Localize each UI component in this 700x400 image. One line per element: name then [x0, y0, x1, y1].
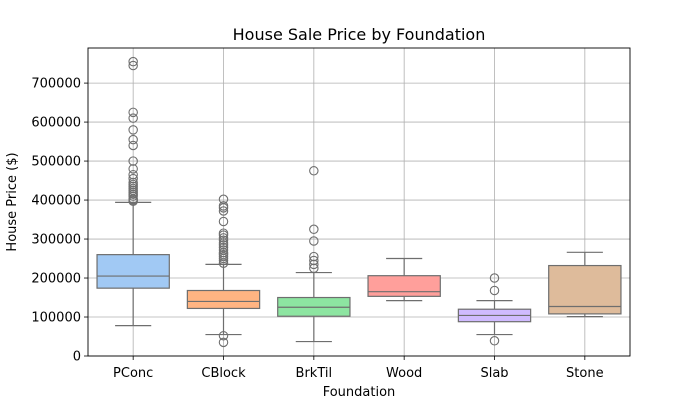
outlier-point	[218, 247, 229, 258]
y-axis-label: House Price ($)	[5, 152, 20, 251]
box-group-brktil	[277, 166, 351, 343]
x-axis-label: Foundation	[323, 385, 396, 400]
outlier-point	[218, 238, 229, 248]
box-group-pconc	[96, 56, 170, 327]
outlier-point	[309, 251, 319, 262]
x-axis-ticks: PConc CBlock BrkTil Wood Slab Stone	[113, 356, 604, 381]
chart-title: House Sale Price by Foundation	[233, 25, 486, 44]
x-tick-label: Stone	[566, 366, 604, 381]
plot-frame	[87, 47, 631, 357]
outlier-point	[218, 242, 229, 253]
box-wood	[367, 275, 441, 297]
outlier-point	[128, 107, 138, 118]
outlier-point	[128, 140, 138, 151]
outlier-point	[489, 273, 500, 283]
outlier-point	[489, 336, 500, 346]
box-group-cblock	[186, 194, 261, 348]
outlier-point	[218, 337, 229, 348]
outlier-point	[309, 259, 319, 270]
box-group-slab	[457, 273, 532, 346]
outlier-point	[128, 60, 138, 71]
outlier-point	[128, 56, 138, 67]
outlier-point	[218, 206, 229, 216]
x-tick-label: Slab	[480, 366, 508, 381]
box-group-stone	[548, 251, 622, 318]
outlier-point	[128, 173, 138, 184]
outlier-point	[128, 177, 138, 188]
x-tick-label: Wood	[386, 366, 422, 381]
y-tick-label: 700000	[31, 77, 81, 92]
outlier-point	[309, 166, 319, 176]
x-tick-label: BrkTil	[296, 366, 333, 381]
x-tick-label: CBlock	[201, 366, 246, 381]
outlier-point	[309, 236, 319, 246]
y-tick-label: 500000	[31, 155, 81, 170]
x-tick-label: PConc	[113, 366, 153, 381]
outlier-point	[218, 245, 229, 255]
outlier-point	[309, 255, 319, 266]
y-tick-label: 600000	[31, 116, 81, 131]
outlier-point	[128, 156, 138, 166]
outlier-point	[218, 194, 229, 205]
outlier-point	[218, 233, 229, 243]
outlier-point	[218, 330, 229, 341]
boxes	[96, 56, 622, 348]
y-tick-label: 100000	[31, 311, 81, 326]
outlier-point	[128, 164, 138, 174]
outlier-point	[218, 228, 229, 238]
outlier-point	[128, 134, 138, 145]
outlier-point	[218, 216, 229, 227]
y-tick-label: 300000	[31, 233, 81, 248]
y-tick-label: 0	[73, 350, 81, 365]
outlier-point	[309, 263, 319, 274]
y-tick-label: 400000	[31, 194, 81, 209]
outlier-point	[489, 285, 500, 296]
box-stone	[548, 264, 622, 315]
outlier-point	[309, 224, 319, 235]
outlier-point	[128, 113, 138, 123]
box-pconc	[96, 254, 170, 289]
y-tick-label: 200000	[31, 272, 81, 287]
box-group-wood	[367, 257, 441, 302]
y-axis-ticks: 0 100000 200000 300000 400000 500000 600000 700…	[31, 77, 88, 365]
outlier-point	[128, 125, 138, 135]
outlier-point	[218, 235, 229, 245]
outlier-point	[128, 169, 138, 180]
box-cblock	[186, 289, 261, 310]
outlier-point	[218, 201, 229, 211]
